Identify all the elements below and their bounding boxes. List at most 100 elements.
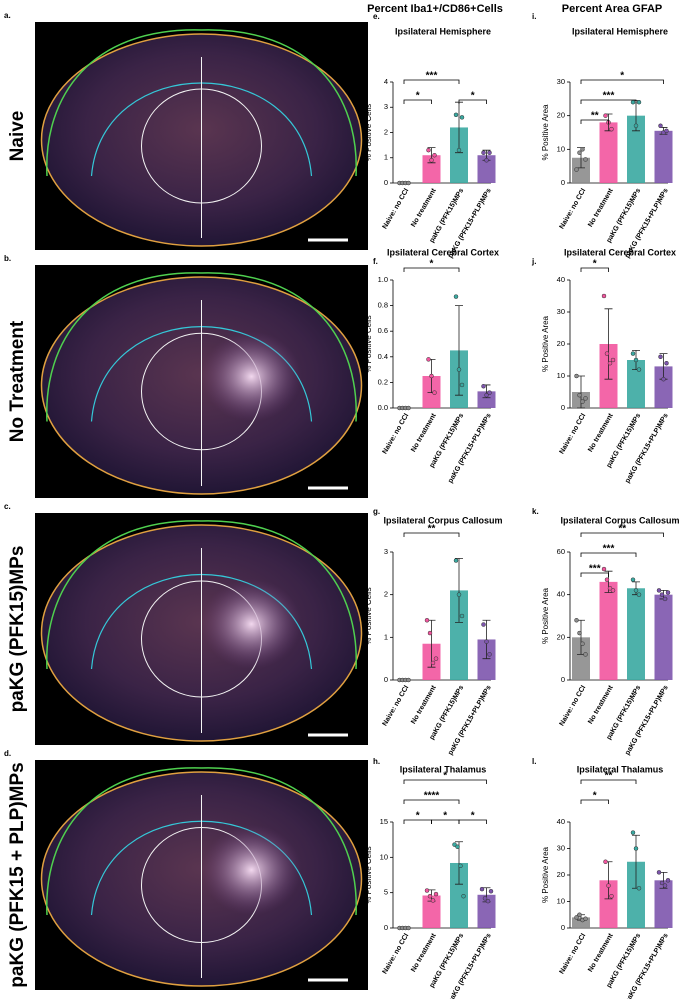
significance-bracket bbox=[580, 572, 609, 577]
data-point bbox=[453, 558, 459, 563]
bar bbox=[477, 894, 496, 928]
x-tick-label: No treatment bbox=[587, 684, 615, 725]
data-point bbox=[481, 622, 486, 627]
bar bbox=[477, 155, 496, 183]
data-point bbox=[583, 916, 588, 921]
significance-bracket bbox=[580, 79, 664, 84]
y-tick-label: 10 bbox=[557, 896, 565, 905]
data-point bbox=[432, 390, 437, 395]
data-point bbox=[574, 618, 579, 623]
bar bbox=[627, 861, 645, 928]
data-point bbox=[456, 592, 462, 597]
row-label: Naive bbox=[7, 111, 28, 162]
significance-label: * bbox=[416, 811, 420, 822]
data-point bbox=[484, 392, 489, 398]
hemisphere-outline bbox=[46, 767, 202, 916]
data-point bbox=[429, 373, 434, 379]
significance-bracket bbox=[403, 799, 460, 804]
data-point bbox=[607, 360, 613, 366]
data-point bbox=[601, 293, 607, 299]
data-point bbox=[636, 886, 642, 891]
data-point bbox=[604, 577, 610, 582]
data-point bbox=[424, 888, 430, 893]
y-tick-label: 15 bbox=[380, 817, 388, 826]
data-point bbox=[662, 596, 668, 602]
bar bbox=[654, 366, 673, 408]
significance-label: * bbox=[443, 811, 447, 822]
data-point bbox=[481, 150, 486, 155]
significance-bracket bbox=[580, 119, 609, 124]
significance-label: * bbox=[430, 259, 434, 270]
y-tick-label: 2 bbox=[384, 590, 388, 599]
y-tick-label: 4 bbox=[384, 77, 388, 86]
data-point bbox=[427, 630, 433, 636]
hemisphere-outline bbox=[201, 272, 357, 422]
data-point bbox=[636, 592, 642, 597]
significance-bracket bbox=[403, 79, 460, 84]
y-tick-label: 10 bbox=[557, 144, 565, 153]
y-tick-label: 0 bbox=[561, 178, 565, 187]
significance-label: * bbox=[416, 91, 420, 102]
hemisphere-outline bbox=[201, 767, 357, 916]
data-point bbox=[583, 396, 588, 401]
data-point bbox=[426, 147, 431, 153]
x-tick-label: Naive: no CCI bbox=[559, 412, 588, 455]
y-tick-label: 0 bbox=[384, 675, 388, 684]
data-point bbox=[630, 830, 636, 835]
x-tick-label: Naive: no CCI bbox=[382, 187, 411, 230]
significance-bracket bbox=[403, 779, 487, 784]
data-point bbox=[426, 357, 431, 362]
data-point bbox=[577, 912, 582, 917]
data-point bbox=[630, 351, 636, 356]
significance-label: * bbox=[620, 71, 624, 82]
significance-bracket bbox=[403, 532, 460, 537]
bar bbox=[599, 581, 618, 680]
row-label: paKG (PFK15 + PLP)MPs bbox=[7, 762, 28, 987]
data-point bbox=[429, 158, 434, 163]
y-tick-label: 0.6 bbox=[378, 326, 388, 335]
row-label: No Treatment bbox=[7, 320, 28, 442]
data-point bbox=[459, 115, 465, 120]
significance-label: ** bbox=[591, 111, 599, 122]
data-point bbox=[488, 889, 494, 894]
y-tick-label: 20 bbox=[557, 111, 565, 120]
data-point bbox=[604, 351, 610, 356]
y-tick-label: 5 bbox=[384, 888, 388, 897]
chart-title: Ipsilateral Cerebral Cortex bbox=[564, 247, 676, 257]
data-point bbox=[453, 112, 459, 118]
significance-label: *** bbox=[603, 91, 615, 102]
y-tick-label: 0 bbox=[384, 178, 388, 187]
bar bbox=[422, 155, 441, 183]
lesion bbox=[201, 331, 302, 422]
data-point bbox=[485, 898, 491, 904]
data-point bbox=[633, 357, 639, 363]
data-point bbox=[659, 880, 665, 886]
y-tick-label: 1 bbox=[384, 632, 388, 641]
data-point bbox=[636, 99, 642, 105]
hemisphere-outline bbox=[46, 272, 202, 422]
y-tick-label: 1 bbox=[384, 153, 388, 162]
data-point bbox=[609, 893, 614, 899]
x-tick-label: Naive: no CCI bbox=[382, 684, 411, 727]
bar bbox=[450, 862, 468, 928]
panel-letter: j. bbox=[531, 257, 536, 266]
x-tick-label: Naive: no CCI bbox=[559, 684, 588, 727]
y-axis-label: % Positive Area bbox=[541, 104, 550, 161]
y-tick-label: 0 bbox=[384, 923, 388, 932]
significance-label: * bbox=[593, 259, 597, 270]
significance-bracket bbox=[580, 99, 637, 104]
significance-bracket bbox=[580, 267, 609, 272]
panel-letter: d. bbox=[4, 749, 11, 758]
data-point bbox=[630, 99, 636, 105]
significance-bracket bbox=[403, 99, 432, 104]
y-tick-label: 30 bbox=[557, 307, 565, 316]
data-point bbox=[433, 891, 439, 897]
y-tick-label: 20 bbox=[557, 632, 565, 641]
significance-label: *** bbox=[603, 544, 615, 555]
data-point bbox=[406, 925, 411, 931]
data-point bbox=[577, 630, 582, 636]
y-axis-label: % Positive Cells bbox=[364, 587, 373, 644]
data-point bbox=[577, 150, 582, 155]
data-point bbox=[606, 883, 611, 888]
